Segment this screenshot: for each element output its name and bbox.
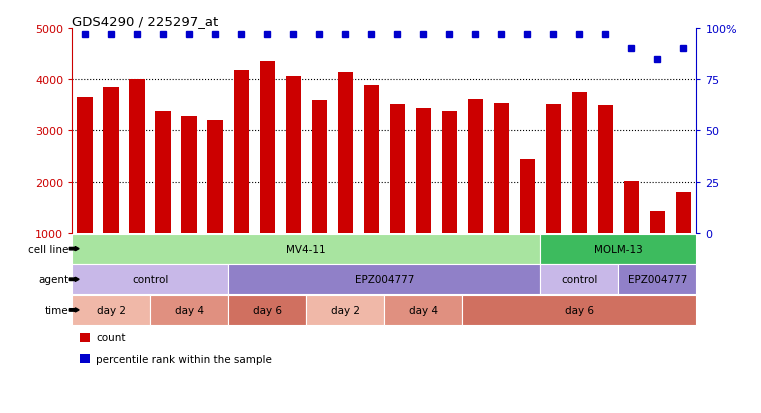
Bar — [467, 100, 483, 233]
Text: MV4-11: MV4-11 — [286, 244, 326, 254]
Text: EPZ004777: EPZ004777 — [355, 275, 414, 285]
Bar — [494, 104, 509, 233]
Text: control: control — [132, 275, 168, 285]
Bar — [260, 62, 275, 233]
Bar — [520, 159, 535, 233]
Text: agent: agent — [38, 275, 68, 285]
Text: day 4: day 4 — [409, 305, 438, 315]
Text: percentile rank within the sample: percentile rank within the sample — [96, 354, 272, 364]
Bar — [155, 112, 171, 233]
Text: cell line: cell line — [28, 244, 68, 254]
Bar — [78, 98, 93, 233]
Bar — [572, 92, 587, 233]
Text: day 4: day 4 — [175, 305, 204, 315]
Bar — [364, 86, 379, 233]
Text: MOLM-13: MOLM-13 — [594, 244, 643, 254]
Bar — [676, 192, 691, 233]
Bar — [546, 104, 561, 233]
Bar — [650, 212, 665, 233]
Bar — [390, 105, 405, 233]
Text: GDS4290 / 225297_at: GDS4290 / 225297_at — [72, 15, 218, 28]
Bar — [182, 117, 197, 233]
Bar — [311, 100, 327, 233]
Bar — [597, 106, 613, 233]
Bar — [129, 80, 145, 233]
Text: EPZ004777: EPZ004777 — [628, 275, 687, 285]
Text: count: count — [96, 332, 126, 342]
Bar — [441, 112, 457, 233]
Text: time: time — [45, 305, 68, 315]
Bar — [234, 71, 249, 233]
Text: day 2: day 2 — [97, 305, 126, 315]
Bar — [208, 121, 223, 233]
Bar — [623, 182, 639, 233]
Text: control: control — [561, 275, 597, 285]
Bar — [103, 88, 119, 233]
Text: day 6: day 6 — [565, 305, 594, 315]
Bar — [416, 109, 431, 233]
Bar — [285, 77, 301, 233]
Bar — [338, 72, 353, 233]
Text: day 6: day 6 — [253, 305, 282, 315]
Text: day 2: day 2 — [331, 305, 360, 315]
